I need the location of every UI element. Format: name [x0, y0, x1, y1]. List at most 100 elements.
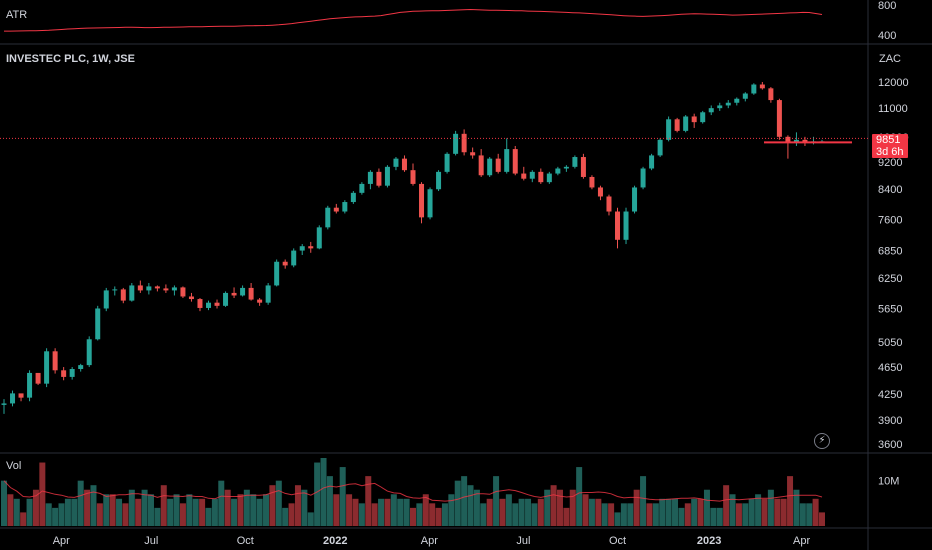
volume-bar	[620, 503, 627, 526]
candle-body	[248, 287, 254, 300]
volume-bar	[346, 494, 353, 526]
price-axis-tick: 7600	[878, 214, 902, 226]
candle-body	[18, 393, 24, 398]
volume-bar	[499, 498, 506, 526]
time-axis-tick: 2022	[323, 535, 347, 547]
volume-bar	[537, 498, 544, 526]
candle-body	[742, 93, 748, 99]
price-axis-tick: 3900	[878, 415, 902, 427]
last-price-countdown: 3d 6h	[876, 146, 904, 158]
candle-body	[785, 136, 791, 143]
volume-bar	[614, 512, 621, 526]
price-axis-tick: 9200	[878, 157, 902, 169]
volume-bar	[173, 494, 180, 526]
candle-body	[589, 176, 595, 188]
volume-bar	[595, 498, 602, 526]
volume-bar	[211, 498, 218, 526]
volume-bar	[243, 489, 250, 526]
price-axis-tick: 5050	[878, 337, 902, 349]
volume-bar	[703, 489, 710, 526]
candle-body	[410, 170, 416, 184]
volume-bar	[550, 485, 557, 526]
volume-bar	[288, 503, 295, 526]
price-axis-tick: 4650	[878, 362, 902, 374]
volume-bar	[26, 498, 33, 526]
candle-body	[265, 285, 271, 303]
volume-bar	[691, 498, 698, 526]
candle-body	[69, 368, 75, 377]
candle-body	[427, 189, 433, 218]
candle-body	[231, 292, 237, 296]
volume-bar	[806, 503, 813, 526]
volume-bar	[269, 485, 276, 526]
lightning-bolt-icon[interactable]: ⚡	[814, 433, 830, 449]
volume-bar	[793, 489, 800, 526]
volume-bar	[365, 476, 372, 526]
volume-bar	[58, 503, 65, 526]
volume-bar	[167, 498, 174, 526]
candle-body	[282, 261, 288, 266]
candle-body	[103, 290, 109, 309]
volume-bar	[314, 462, 321, 526]
volume-bar	[697, 498, 704, 526]
volume-bar	[416, 503, 423, 526]
candle-body	[504, 149, 510, 172]
time-axis-tick: Apr	[53, 535, 70, 547]
volume-bar	[665, 498, 672, 526]
volume-bar	[109, 494, 116, 526]
volume-bar	[627, 503, 634, 526]
volume-bar	[179, 503, 186, 526]
candle-body	[44, 351, 50, 384]
candle-body	[120, 289, 126, 301]
volume-bar	[742, 503, 749, 526]
volume-bar	[403, 498, 410, 526]
candle-body	[546, 173, 552, 183]
volume-bar	[716, 507, 723, 526]
candle-body	[461, 133, 467, 153]
volume-bar	[429, 503, 436, 526]
volume-bar	[556, 489, 563, 526]
price-axis-tick: 4250	[878, 389, 902, 401]
currency-label: ZAC	[879, 53, 901, 65]
candle-body	[223, 292, 229, 306]
candle-body	[759, 84, 765, 89]
symbol-title: INVESTEC PLC, 1W, JSE	[6, 53, 135, 65]
volume-bar	[96, 503, 103, 526]
candle-body	[333, 207, 339, 212]
volume-bar	[646, 503, 653, 526]
candle-body	[27, 372, 33, 398]
volume-bar	[147, 494, 154, 526]
volume-bar	[787, 476, 794, 526]
candle-body	[470, 152, 476, 156]
candle-body	[563, 166, 569, 169]
volume-bar	[390, 494, 397, 526]
volume-bar	[39, 462, 46, 526]
volume-bar	[237, 494, 244, 526]
volume-bar	[767, 489, 774, 526]
atr-axis-tick: 400	[878, 30, 896, 42]
volume-bar	[275, 480, 282, 526]
volume-bar	[576, 467, 583, 526]
candle-body	[257, 299, 263, 303]
volume-bar	[729, 494, 736, 526]
price-axis-tick: 5650	[878, 303, 902, 315]
volume-bar	[684, 503, 691, 526]
volume-bar	[205, 507, 212, 526]
volume-bar	[652, 503, 659, 526]
candle-body	[691, 116, 697, 123]
candle-body	[240, 287, 246, 296]
volume-bar	[294, 485, 301, 526]
volume-bar	[780, 498, 787, 526]
volume-bar	[333, 494, 340, 526]
volume-bar	[505, 494, 512, 526]
candle-body	[538, 171, 544, 183]
volume-indicator-label: Vol	[6, 460, 22, 472]
time-axis-tick: Apr	[793, 535, 810, 547]
candle-body	[683, 116, 689, 131]
candle-body	[632, 187, 638, 212]
volume-bar	[378, 498, 385, 526]
candle-body	[674, 119, 680, 131]
candle-body	[555, 168, 561, 174]
volume-bar	[410, 507, 416, 526]
